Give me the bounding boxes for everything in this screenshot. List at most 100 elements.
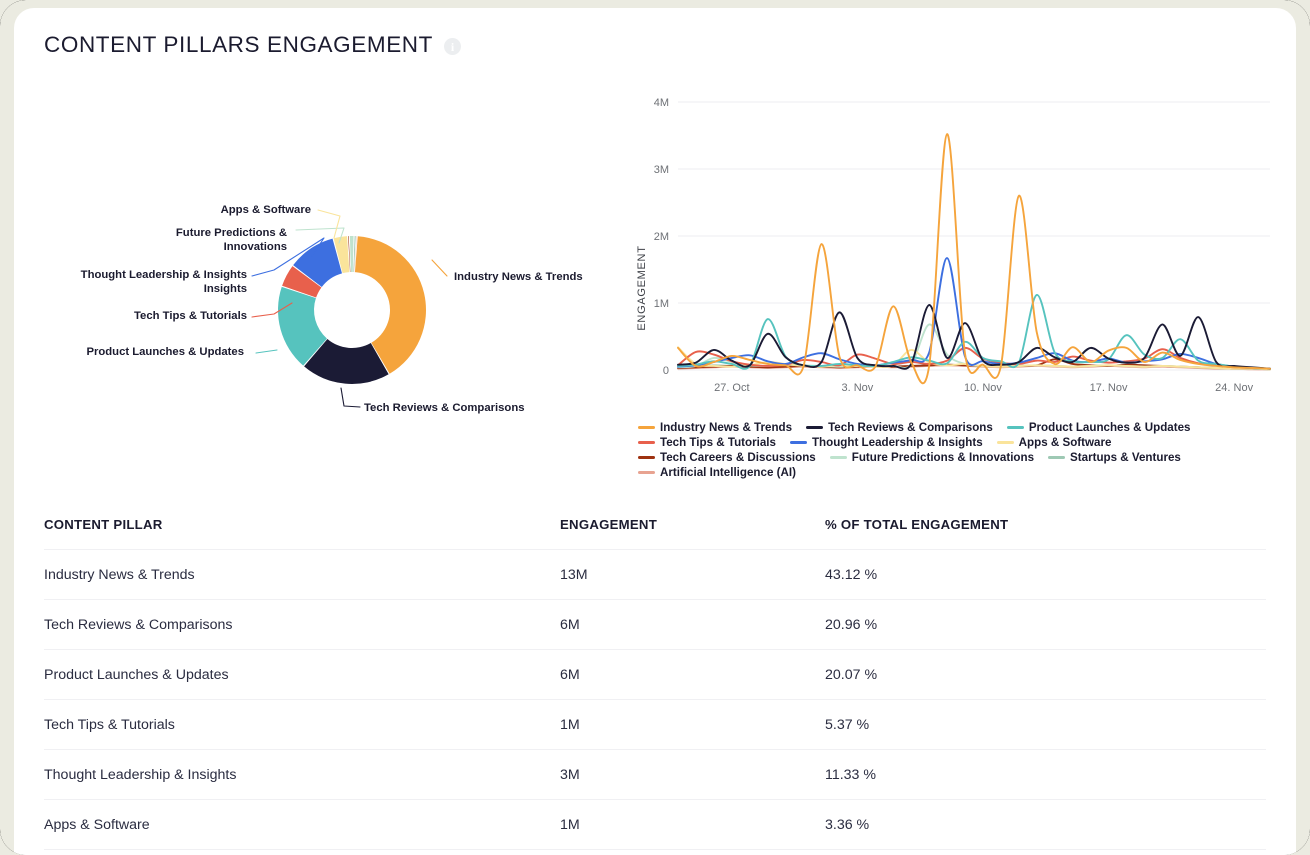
- cell-content-pillar: Thought Leadership & Insights: [44, 766, 237, 783]
- donut-slice[interactable]: [282, 266, 322, 298]
- line-series-group[interactable]: [677, 133, 1271, 385]
- legend-item-label: Product Launches & Updates: [1028, 421, 1191, 434]
- legend-swatch-icon: [996, 441, 1014, 444]
- legend-item[interactable]: Future Predictions & Innovations: [829, 450, 1035, 465]
- legend-item[interactable]: Artificial Intelligence (AI): [638, 465, 796, 480]
- donut-callout-label: Insights: [204, 283, 247, 295]
- donut-callout-line: [431, 259, 448, 277]
- cell-content-pillar: Apps & Software: [44, 816, 150, 833]
- info-icon[interactable]: i: [444, 38, 462, 55]
- cell-percent-of-total: 5.37 %: [825, 716, 870, 733]
- donut-slices[interactable]: [278, 236, 426, 385]
- table-row[interactable]: Product Launches & Updates 6M 20.07 %: [44, 650, 1266, 700]
- cell-engagement: 1M: [560, 816, 580, 833]
- donut-callout-label: Thought Leadership & Insights: [81, 269, 247, 281]
- legend-item[interactable]: Product Launches & Updates: [1006, 420, 1191, 435]
- donut-callout-group: Industry News & Trends Tech Reviews & Com…: [81, 204, 583, 414]
- donut-callout-line: [295, 227, 345, 244]
- donut-callout-line: [251, 237, 325, 277]
- donut-slice[interactable]: [293, 238, 342, 287]
- donut-slice[interactable]: [333, 236, 350, 274]
- legend-item-label: Industry News & Trends: [660, 421, 793, 434]
- y-axis-tick-label: 3M: [654, 164, 669, 176]
- cell-percent-of-total: 43.12 %: [825, 566, 878, 583]
- donut-slice[interactable]: [348, 236, 351, 273]
- legend-swatch-icon: [806, 426, 824, 429]
- x-axis-tick-label: 27. Oct: [714, 382, 749, 394]
- table-row[interactable]: Industry News & Trends 13M 43.12 %: [44, 550, 1266, 600]
- table-row[interactable]: Tech Tips & Tutorials 1M 5.37 %: [44, 700, 1266, 750]
- y-axis-tick-labels: 0 1M 2M 3M 4M: [654, 97, 669, 377]
- cell-percent-of-total: 20.96 %: [825, 616, 878, 633]
- legend-item-label: Tech Careers & Discussions: [660, 451, 816, 464]
- cell-engagement: 1M: [560, 716, 580, 733]
- table-row[interactable]: Thought Leadership & Insights 3M 11.33 %: [44, 750, 1266, 800]
- x-axis-tick-labels: 27. Oct 3. Nov 10. Nov 17. Nov 24. Nov: [714, 382, 1253, 394]
- line-chart-svg: 0 1M 2M 3M 4M 27. Oct 3. Nov 10. Nov 17. Nov 24.…: [636, 97, 1271, 394]
- donut-callout-label: Tech Reviews & Comparisons: [364, 402, 525, 414]
- donut-callout-label: Industry News & Trends: [454, 271, 583, 283]
- legend-item-label: Apps & Software: [1018, 436, 1112, 449]
- legend-item-label: Startups & Ventures: [1070, 451, 1181, 464]
- x-axis-tick-label: 3. Nov: [841, 382, 873, 394]
- donut-chart: Industry News & Trends Tech Reviews & Com…: [34, 88, 624, 428]
- card-header: CONTENT PILLARS ENGAGEMENT i: [44, 32, 462, 58]
- legend-item[interactable]: Industry News & Trends: [638, 420, 792, 435]
- donut-slice[interactable]: [354, 236, 357, 273]
- legend-item[interactable]: Tech Reviews & Comparisons: [806, 420, 993, 435]
- cell-content-pillar: Industry News & Trends: [44, 566, 195, 583]
- legend-swatch-icon: [1006, 426, 1024, 429]
- donut-slice[interactable]: [354, 236, 426, 374]
- table-row[interactable]: Apps & Software 1M 3.36 %: [44, 800, 1266, 850]
- legend-item[interactable]: Thought Leadership & Insights: [789, 435, 983, 450]
- cell-engagement: 13M: [560, 566, 588, 583]
- cell-content-pillar: Tech Tips & Tutorials: [44, 716, 175, 733]
- table-header-row: CONTENT PILLAR ENGAGEMENT % OF TOTAL ENG…: [44, 500, 1266, 550]
- legend-item[interactable]: Tech Tips & Tutorials: [638, 435, 776, 450]
- table-body: Industry News & Trends 13M 43.12 % Tech Rev…: [44, 550, 1266, 850]
- line-series[interactable]: [677, 294, 1271, 370]
- line-chart-legend: Industry News & Trends Tech Reviews & Com…: [638, 420, 1278, 480]
- donut-callout-label: Product Launches & Updates: [86, 346, 244, 358]
- legend-swatch-icon: [638, 426, 655, 429]
- legend-swatch-icon: [829, 456, 847, 459]
- page-title: CONTENT PILLARS ENGAGEMENT: [44, 32, 434, 57]
- donut-callout-line: [317, 209, 341, 239]
- donut-callout-label: Innovations: [224, 241, 287, 253]
- cell-percent-of-total: 3.36 %: [825, 816, 870, 833]
- legend-item[interactable]: Startups & Ventures: [1048, 450, 1181, 465]
- legend-item-label: Tech Tips & Tutorials: [660, 436, 776, 449]
- x-axis-tick-label: 17. Nov: [1090, 382, 1128, 394]
- legend-item[interactable]: Apps & Software: [996, 435, 1112, 450]
- donut-callout-line: [251, 302, 293, 318]
- donut-callout-label: Apps & Software: [221, 204, 311, 216]
- cell-content-pillar: Tech Reviews & Comparisons: [44, 616, 233, 633]
- y-axis-title: ENGAGEMENT: [636, 245, 648, 330]
- legend-item-label: Thought Leadership & Insights: [811, 436, 983, 449]
- donut-slice[interactable]: [304, 338, 389, 385]
- line-series[interactable]: [677, 304, 1271, 370]
- content-pillars-table: CONTENT PILLAR ENGAGEMENT % OF TOTAL ENG…: [44, 500, 1266, 850]
- x-axis-tick-label: 24. Nov: [1215, 382, 1253, 394]
- legend-swatch-icon: [1048, 456, 1066, 459]
- legend-swatch-icon: [789, 441, 807, 444]
- legend-swatch-icon: [638, 456, 655, 459]
- line-series[interactable]: [677, 133, 1271, 385]
- legend-item-label: Future Predictions & Innovations: [851, 451, 1035, 464]
- donut-slice[interactable]: [353, 236, 356, 273]
- column-header-engagement: ENGAGEMENT: [560, 517, 658, 532]
- donut-slice[interactable]: [278, 286, 327, 366]
- content-pillars-card: CONTENT PILLARS ENGAGEMENT i Industry Ne…: [14, 8, 1296, 855]
- legend-item[interactable]: Tech Careers & Discussions: [638, 450, 816, 465]
- cell-engagement: 6M: [560, 666, 580, 683]
- donut-slice[interactable]: [349, 236, 354, 273]
- donut-callout-label: Future Predictions &: [176, 227, 287, 239]
- legend-item-label: Tech Reviews & Comparisons: [828, 421, 993, 434]
- table-row[interactable]: Tech Reviews & Comparisons 6M 20.96 %: [44, 600, 1266, 650]
- y-axis-tick-label: 0: [663, 365, 669, 377]
- legend-swatch-icon: [638, 471, 655, 474]
- y-axis-tick-label: 2M: [654, 231, 669, 243]
- donut-callout-label: Tech Tips & Tutorials: [134, 310, 247, 322]
- y-axis-tick-label: 1M: [654, 298, 669, 310]
